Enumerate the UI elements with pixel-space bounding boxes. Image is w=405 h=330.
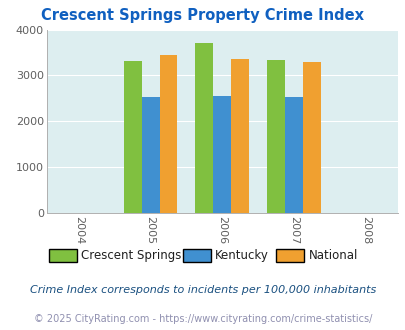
Text: Kentucky: Kentucky <box>215 248 269 262</box>
Bar <box>213 96 231 213</box>
Text: © 2025 CityRating.com - https://www.cityrating.com/crime-statistics/: © 2025 CityRating.com - https://www.city… <box>34 314 371 324</box>
Bar <box>159 55 177 213</box>
Bar <box>141 97 159 213</box>
Text: National: National <box>308 248 357 262</box>
Bar <box>266 60 284 213</box>
Bar <box>284 97 302 213</box>
Text: Crime Index corresponds to incidents per 100,000 inhabitants: Crime Index corresponds to incidents per… <box>30 285 375 295</box>
Bar <box>302 62 320 213</box>
Bar <box>231 59 249 213</box>
Bar <box>124 61 141 213</box>
Text: Crescent Springs Property Crime Index: Crescent Springs Property Crime Index <box>41 8 364 23</box>
Bar <box>195 44 213 213</box>
Text: Crescent Springs: Crescent Springs <box>81 248 181 262</box>
